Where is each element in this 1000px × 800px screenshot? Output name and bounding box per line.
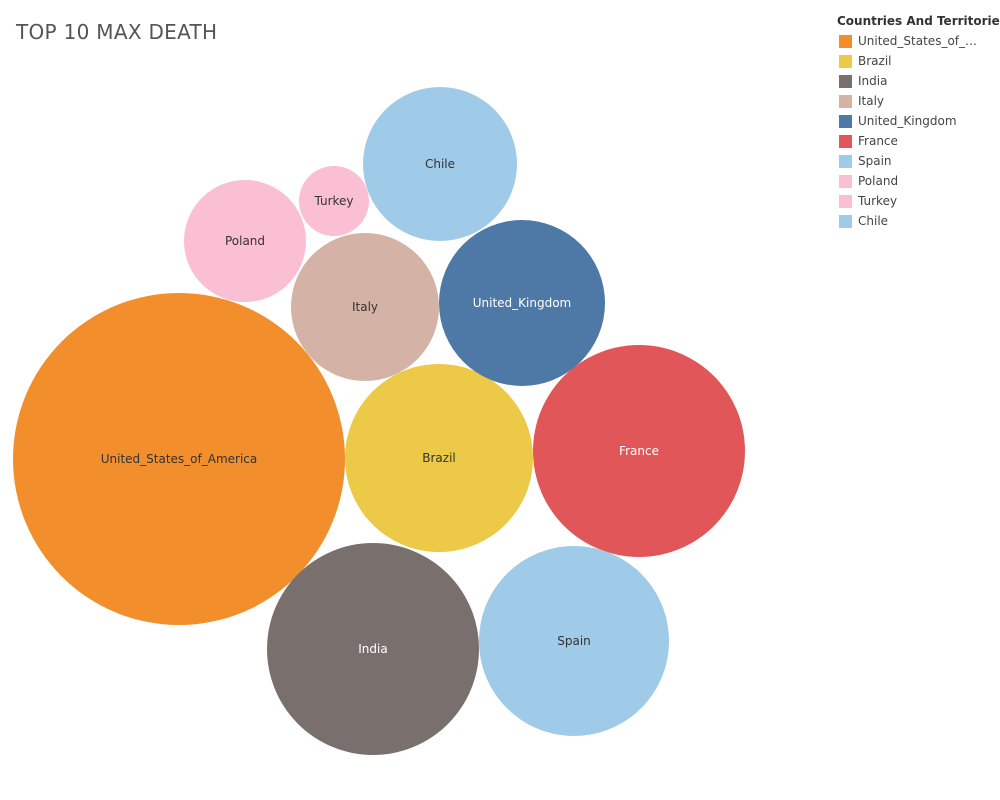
legend-label: United_States_of_A..: [858, 34, 980, 48]
bubble-united-states-of-america[interactable]: [13, 293, 345, 625]
bubble-label-brazil: Brazil: [422, 451, 456, 465]
legend-label: Italy: [858, 94, 885, 108]
legend-swatch: [839, 94, 852, 108]
legend-swatch: [839, 74, 852, 88]
legend-label: Turkey: [858, 194, 898, 208]
bubble-label-poland: Poland: [225, 234, 265, 248]
bubble-chile[interactable]: [363, 87, 517, 241]
legend-swatch: [839, 174, 852, 188]
legend-item-spain[interactable]: Spain: [837, 151, 987, 171]
legend-label: Poland: [858, 174, 899, 188]
legend-label: India: [858, 74, 888, 88]
legend-item-france[interactable]: France: [837, 131, 987, 151]
legend-item-brazil[interactable]: Brazil: [837, 51, 987, 71]
chart-title: TOP 10 MAX DEATH: [16, 20, 218, 44]
legend-item-chile[interactable]: Chile: [837, 211, 987, 231]
bubble-italy[interactable]: [291, 233, 439, 381]
bubble-label-france: France: [619, 444, 659, 458]
bubble-turkey[interactable]: [299, 166, 369, 236]
legend-title: Countries And Territories: [837, 14, 1000, 28]
legend-item-india[interactable]: India: [837, 71, 987, 91]
legend-label: United_Kingdom: [858, 114, 957, 128]
bubble-poland[interactable]: [184, 180, 306, 302]
bubble-label-turkey: Turkey: [313, 194, 353, 208]
bubble-spain[interactable]: [479, 546, 669, 736]
bubble-united-kingdom[interactable]: [439, 220, 605, 386]
legend-swatch: [839, 34, 852, 48]
bubble-france[interactable]: [533, 345, 745, 557]
bubble-label-spain: Spain: [557, 634, 591, 648]
legend-swatch: [839, 134, 852, 148]
bubble-label-united-states-of-america: United_States_of_America: [101, 452, 258, 466]
bubble-label-india: India: [358, 642, 387, 656]
legend-swatch: [839, 214, 852, 228]
legend-item-italy[interactable]: Italy: [837, 91, 987, 111]
legend-swatch: [839, 54, 852, 68]
legend-swatch: [839, 154, 852, 168]
legend-items: United_States_of_A.. Brazil India Italy Unit…: [837, 31, 987, 231]
legend-swatch: [839, 194, 852, 208]
legend-label: Spain: [858, 154, 892, 168]
legend-label: Chile: [858, 214, 889, 228]
bubble-brazil[interactable]: [345, 364, 533, 552]
legend: Countries And Territories United_States_…: [837, 14, 1000, 231]
legend-item-united-states-of-america[interactable]: United_States_of_A..: [837, 31, 987, 51]
legend-swatch: [839, 114, 852, 128]
legend-label: France: [858, 134, 898, 148]
bubble-label-chile: Chile: [425, 157, 455, 171]
bubble-india[interactable]: [267, 543, 479, 755]
legend-item-turkey[interactable]: Turkey: [837, 191, 987, 211]
legend-item-united-kingdom[interactable]: United_Kingdom: [837, 111, 987, 131]
legend-item-poland[interactable]: Poland: [837, 171, 987, 191]
bubble-label-united-kingdom: United_Kingdom: [473, 296, 572, 310]
legend-label: Brazil: [858, 54, 892, 68]
bubble-label-italy: Italy: [352, 300, 378, 314]
